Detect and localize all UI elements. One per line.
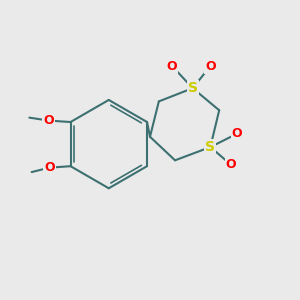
Text: O: O [44, 161, 55, 174]
Text: S: S [188, 81, 198, 95]
Text: S: S [206, 140, 215, 154]
Text: O: O [167, 60, 177, 73]
Text: O: O [43, 114, 54, 127]
Text: O: O [226, 158, 236, 171]
Text: O: O [205, 60, 216, 73]
Text: O: O [232, 127, 242, 140]
